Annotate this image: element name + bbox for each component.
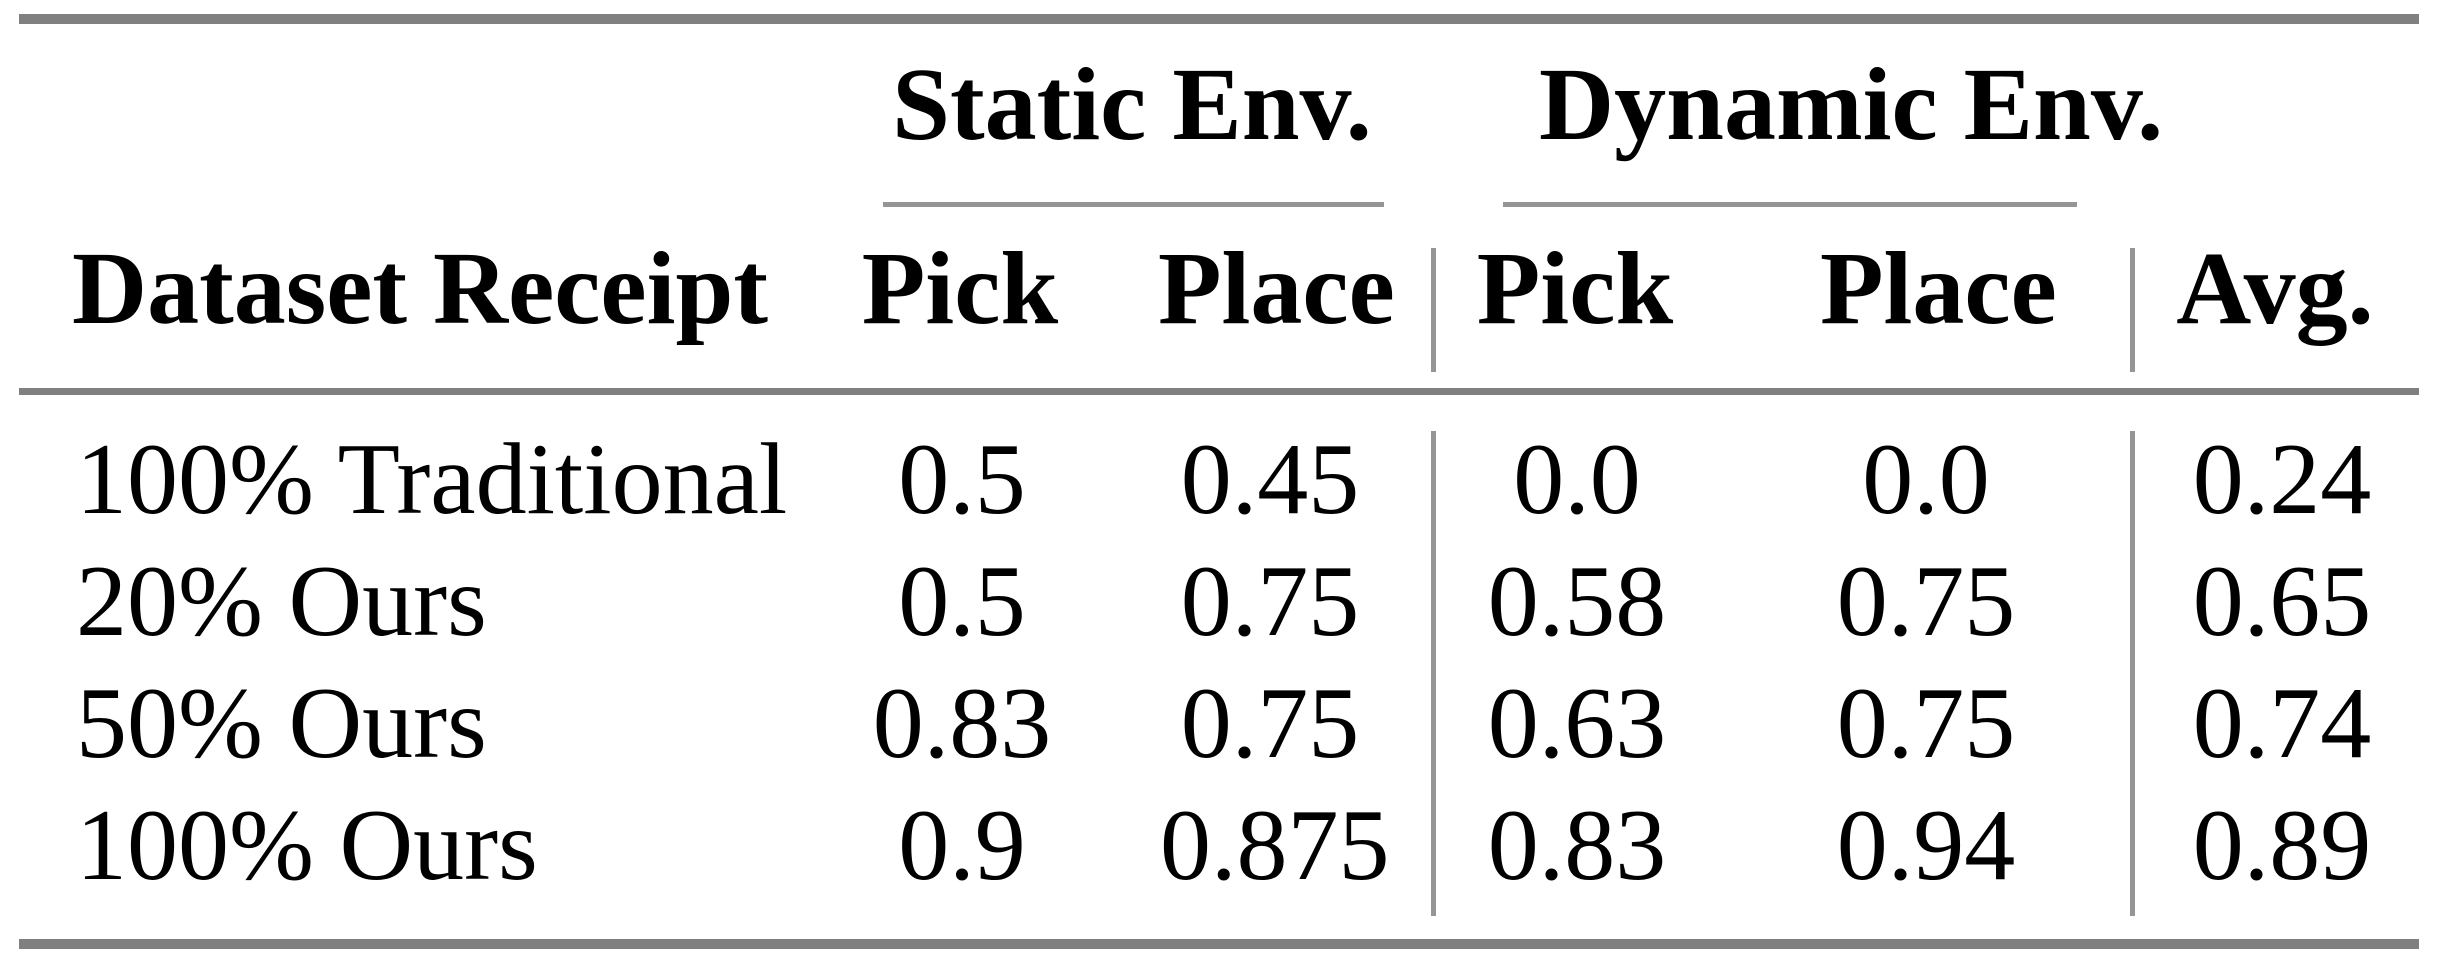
row-label: 50% Ours	[76, 667, 487, 780]
cell-avg: 0.89	[2192, 789, 2372, 902]
cell-avg: 0.74	[2192, 667, 2372, 780]
cell-static-place: 0.45	[1180, 423, 1360, 536]
header-midrule	[19, 388, 2419, 395]
dynamic-place-header: Place	[1820, 231, 2057, 346]
bottom-rule	[19, 939, 2419, 949]
cell-static-place: 0.75	[1180, 545, 1360, 658]
cell-static-pick: 0.5	[898, 545, 1026, 658]
static-pick-header: Pick	[861, 231, 1059, 346]
cell-static-place: 0.75	[1180, 667, 1360, 780]
dataset-receipt-header: Dataset Receipt	[72, 231, 768, 346]
static-env-underline	[883, 202, 1384, 207]
cell-static-pick: 0.5	[898, 423, 1026, 536]
cell-avg: 0.24	[2192, 423, 2372, 536]
static-dynamic-separator-header	[1431, 248, 1436, 372]
dynamic-env-underline	[1503, 202, 2077, 207]
avg-header: Avg.	[2176, 231, 2374, 346]
cell-dynamic-pick: 0.83	[1487, 789, 1667, 902]
cell-dynamic-pick: 0.58	[1487, 545, 1667, 658]
cell-dynamic-place: 0.75	[1836, 545, 2016, 658]
dynamic-pick-header: Pick	[1476, 231, 1674, 346]
dynamic-avg-separator-header	[2130, 248, 2135, 372]
cell-dynamic-place: 0.75	[1836, 667, 2016, 780]
dynamic-avg-separator-body	[2130, 431, 2135, 916]
row-label: 100% Ours	[76, 789, 538, 902]
cell-dynamic-place: 0.0	[1862, 423, 1990, 536]
row-label: 100% Traditional	[76, 423, 788, 536]
cell-dynamic-place: 0.94	[1836, 789, 2016, 902]
cell-dynamic-pick: 0.0	[1513, 423, 1641, 536]
dynamic-env-group-header: Dynamic Env.	[1539, 47, 2164, 162]
static-env-group-header: Static Env.	[892, 47, 1372, 162]
top-rule	[19, 14, 2419, 24]
cell-static-pick: 0.83	[872, 667, 1052, 780]
row-label: 20% Ours	[76, 545, 487, 658]
static-dynamic-separator-body	[1431, 431, 1436, 916]
cell-static-place: 0.875	[1160, 789, 1390, 902]
static-place-header: Place	[1158, 231, 1395, 346]
cell-dynamic-pick: 0.63	[1487, 667, 1667, 780]
cell-avg: 0.65	[2192, 545, 2372, 658]
cell-static-pick: 0.9	[898, 789, 1026, 902]
